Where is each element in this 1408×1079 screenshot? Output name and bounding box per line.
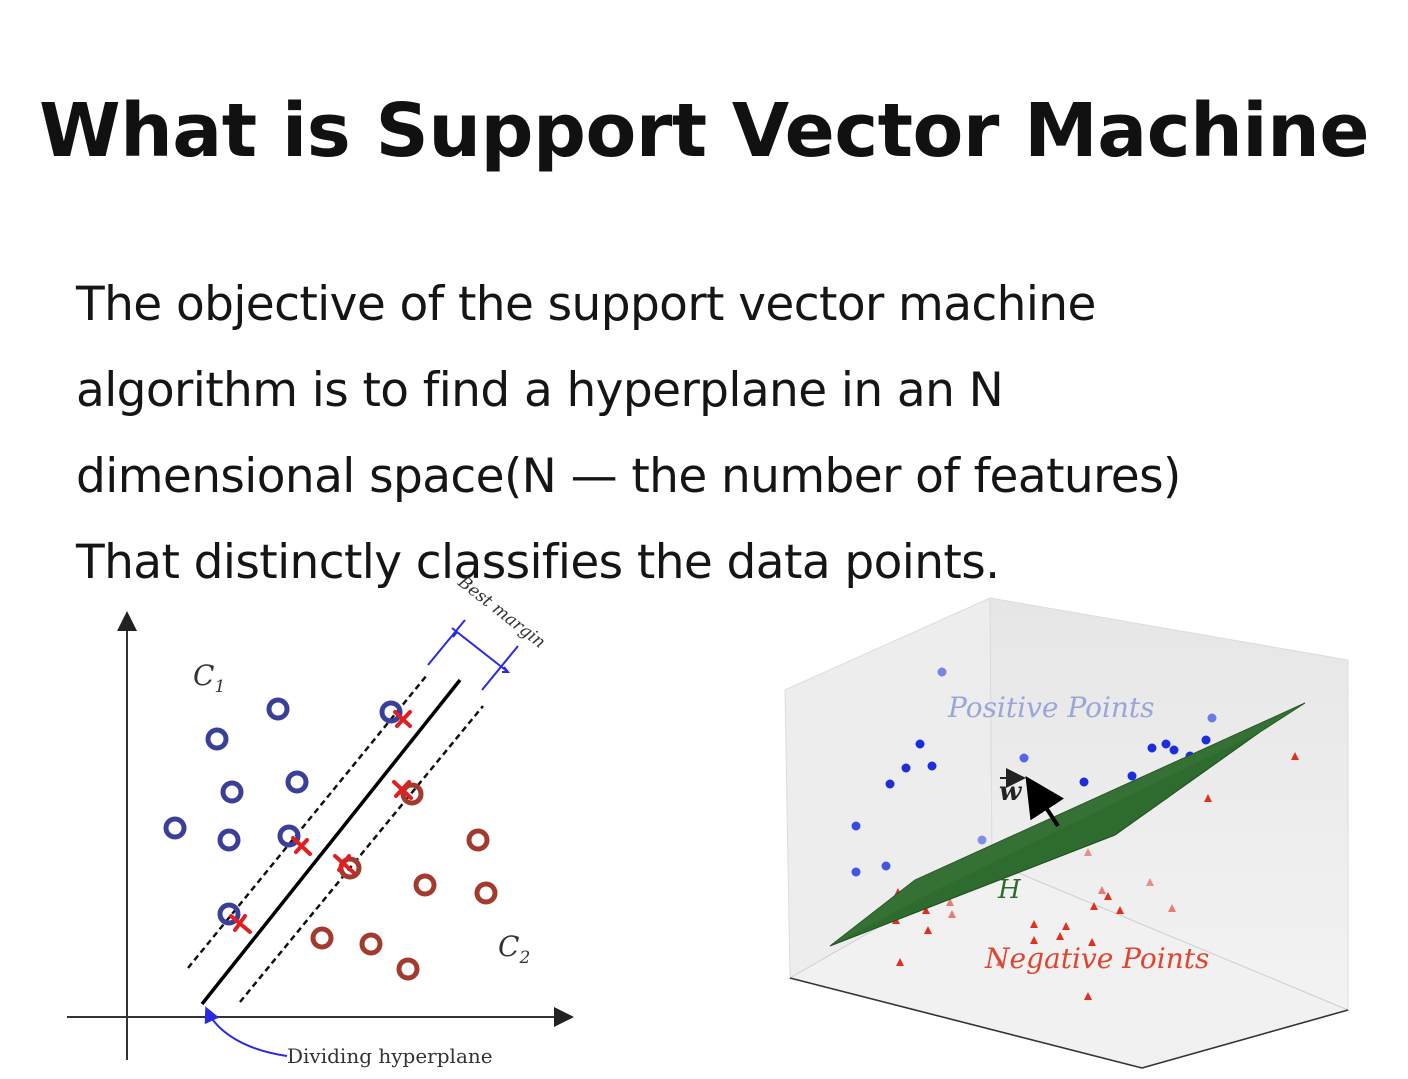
positive-point	[1079, 777, 1089, 787]
class1-point	[217, 828, 241, 852]
positive-point	[881, 861, 891, 871]
hyperplane-label: Dividing hyperplane	[287, 1044, 493, 1068]
class2-point	[396, 957, 420, 981]
positive-point	[915, 739, 925, 749]
plane-label: H	[997, 875, 1022, 905]
dividing-hyperplane-line	[200, 678, 462, 1006]
support-marker	[392, 780, 413, 800]
negative-point	[1104, 892, 1112, 900]
slide-title: What is Support Vector Machine	[38, 88, 1370, 174]
negative-point	[1084, 992, 1092, 1000]
support-marker	[393, 710, 412, 728]
class2-point	[413, 873, 437, 897]
box-edge	[1141, 1009, 1349, 1069]
normal-vector-label: w	[999, 777, 1023, 807]
margin-line-lower	[239, 705, 484, 1003]
class1-point	[379, 700, 403, 724]
negative-point	[1030, 936, 1038, 944]
negative-point	[1088, 938, 1096, 946]
positive-point	[901, 763, 911, 773]
class2-points	[310, 782, 498, 981]
class1-label: C1	[193, 659, 225, 697]
class2-point	[400, 782, 424, 806]
positive-point	[851, 821, 861, 831]
support-marker	[291, 836, 312, 856]
negative-points-label: Negative Points	[984, 942, 1209, 975]
positive-point	[1169, 745, 1179, 755]
normal-vector-arrow	[1025, 775, 1065, 828]
positive-point	[1161, 739, 1171, 749]
negative-point	[1204, 794, 1212, 802]
hyperplane-shade	[830, 703, 1305, 946]
class1-point	[163, 816, 187, 840]
class1-point	[220, 780, 244, 804]
negative-points	[892, 752, 1299, 1000]
negative-point	[996, 958, 1004, 966]
class2-point	[474, 881, 498, 905]
support-marker	[229, 914, 252, 934]
class1-point	[217, 902, 241, 926]
negative-point	[1084, 848, 1092, 856]
positive-points-label: Positive Points	[947, 691, 1155, 724]
class2-label: C2	[498, 930, 530, 968]
box-edge	[789, 977, 1143, 1069]
slide-body: The objective of the support vector mach…	[76, 262, 1336, 606]
hyperplane-surface	[829, 702, 1306, 947]
negative-point	[948, 910, 956, 918]
positive-point	[885, 779, 895, 789]
positive-point	[1147, 743, 1157, 753]
negative-point	[1291, 752, 1299, 760]
positive-point	[977, 835, 987, 845]
body-line: The objective of the support vector mach…	[76, 277, 1096, 332]
positive-point	[1207, 713, 1217, 723]
class2-point	[466, 828, 490, 852]
hyperplane-callout-arrow	[204, 1006, 288, 1057]
class1-point	[285, 770, 309, 794]
positive-points	[851, 667, 1217, 877]
class2-point	[310, 926, 334, 950]
positive-point	[927, 761, 937, 771]
positive-point	[851, 867, 861, 877]
negative-point	[1098, 886, 1106, 894]
positive-point	[937, 667, 947, 677]
class1-point	[266, 697, 290, 721]
support-vector-markers	[229, 710, 413, 934]
svm-2d-figure: Best margin Dividing hyperplane C1 C2	[67, 572, 574, 1068]
body-line: dimensional space(N — the number of feat…	[76, 449, 1181, 504]
body-line: That distinctly classifies the data poin…	[76, 535, 1000, 590]
negative-point	[896, 958, 904, 966]
negative-point	[1146, 878, 1154, 886]
svm-3d-figure: w H Positive Points Negative Points	[784, 597, 1350, 1069]
negative-point	[1030, 920, 1038, 928]
positive-point	[1019, 753, 1029, 763]
negative-point	[1090, 902, 1098, 910]
margin-line-upper	[187, 674, 428, 969]
negative-point	[1168, 904, 1176, 912]
negative-point	[1062, 922, 1070, 930]
negative-point	[1116, 906, 1124, 914]
class1-point	[205, 727, 229, 751]
negative-point	[1056, 932, 1064, 940]
body-line: algorithm is to find a hyperplane in an …	[76, 363, 1004, 418]
class2-point	[359, 932, 383, 956]
negative-point	[924, 926, 932, 934]
positive-point	[1127, 771, 1137, 781]
class1-point	[277, 824, 301, 848]
support-marker	[333, 854, 355, 874]
negative-point	[922, 906, 930, 914]
positive-point	[1201, 735, 1211, 745]
negative-point	[946, 898, 954, 906]
class1-points	[163, 697, 403, 926]
best-margin-bracket	[427, 619, 519, 691]
